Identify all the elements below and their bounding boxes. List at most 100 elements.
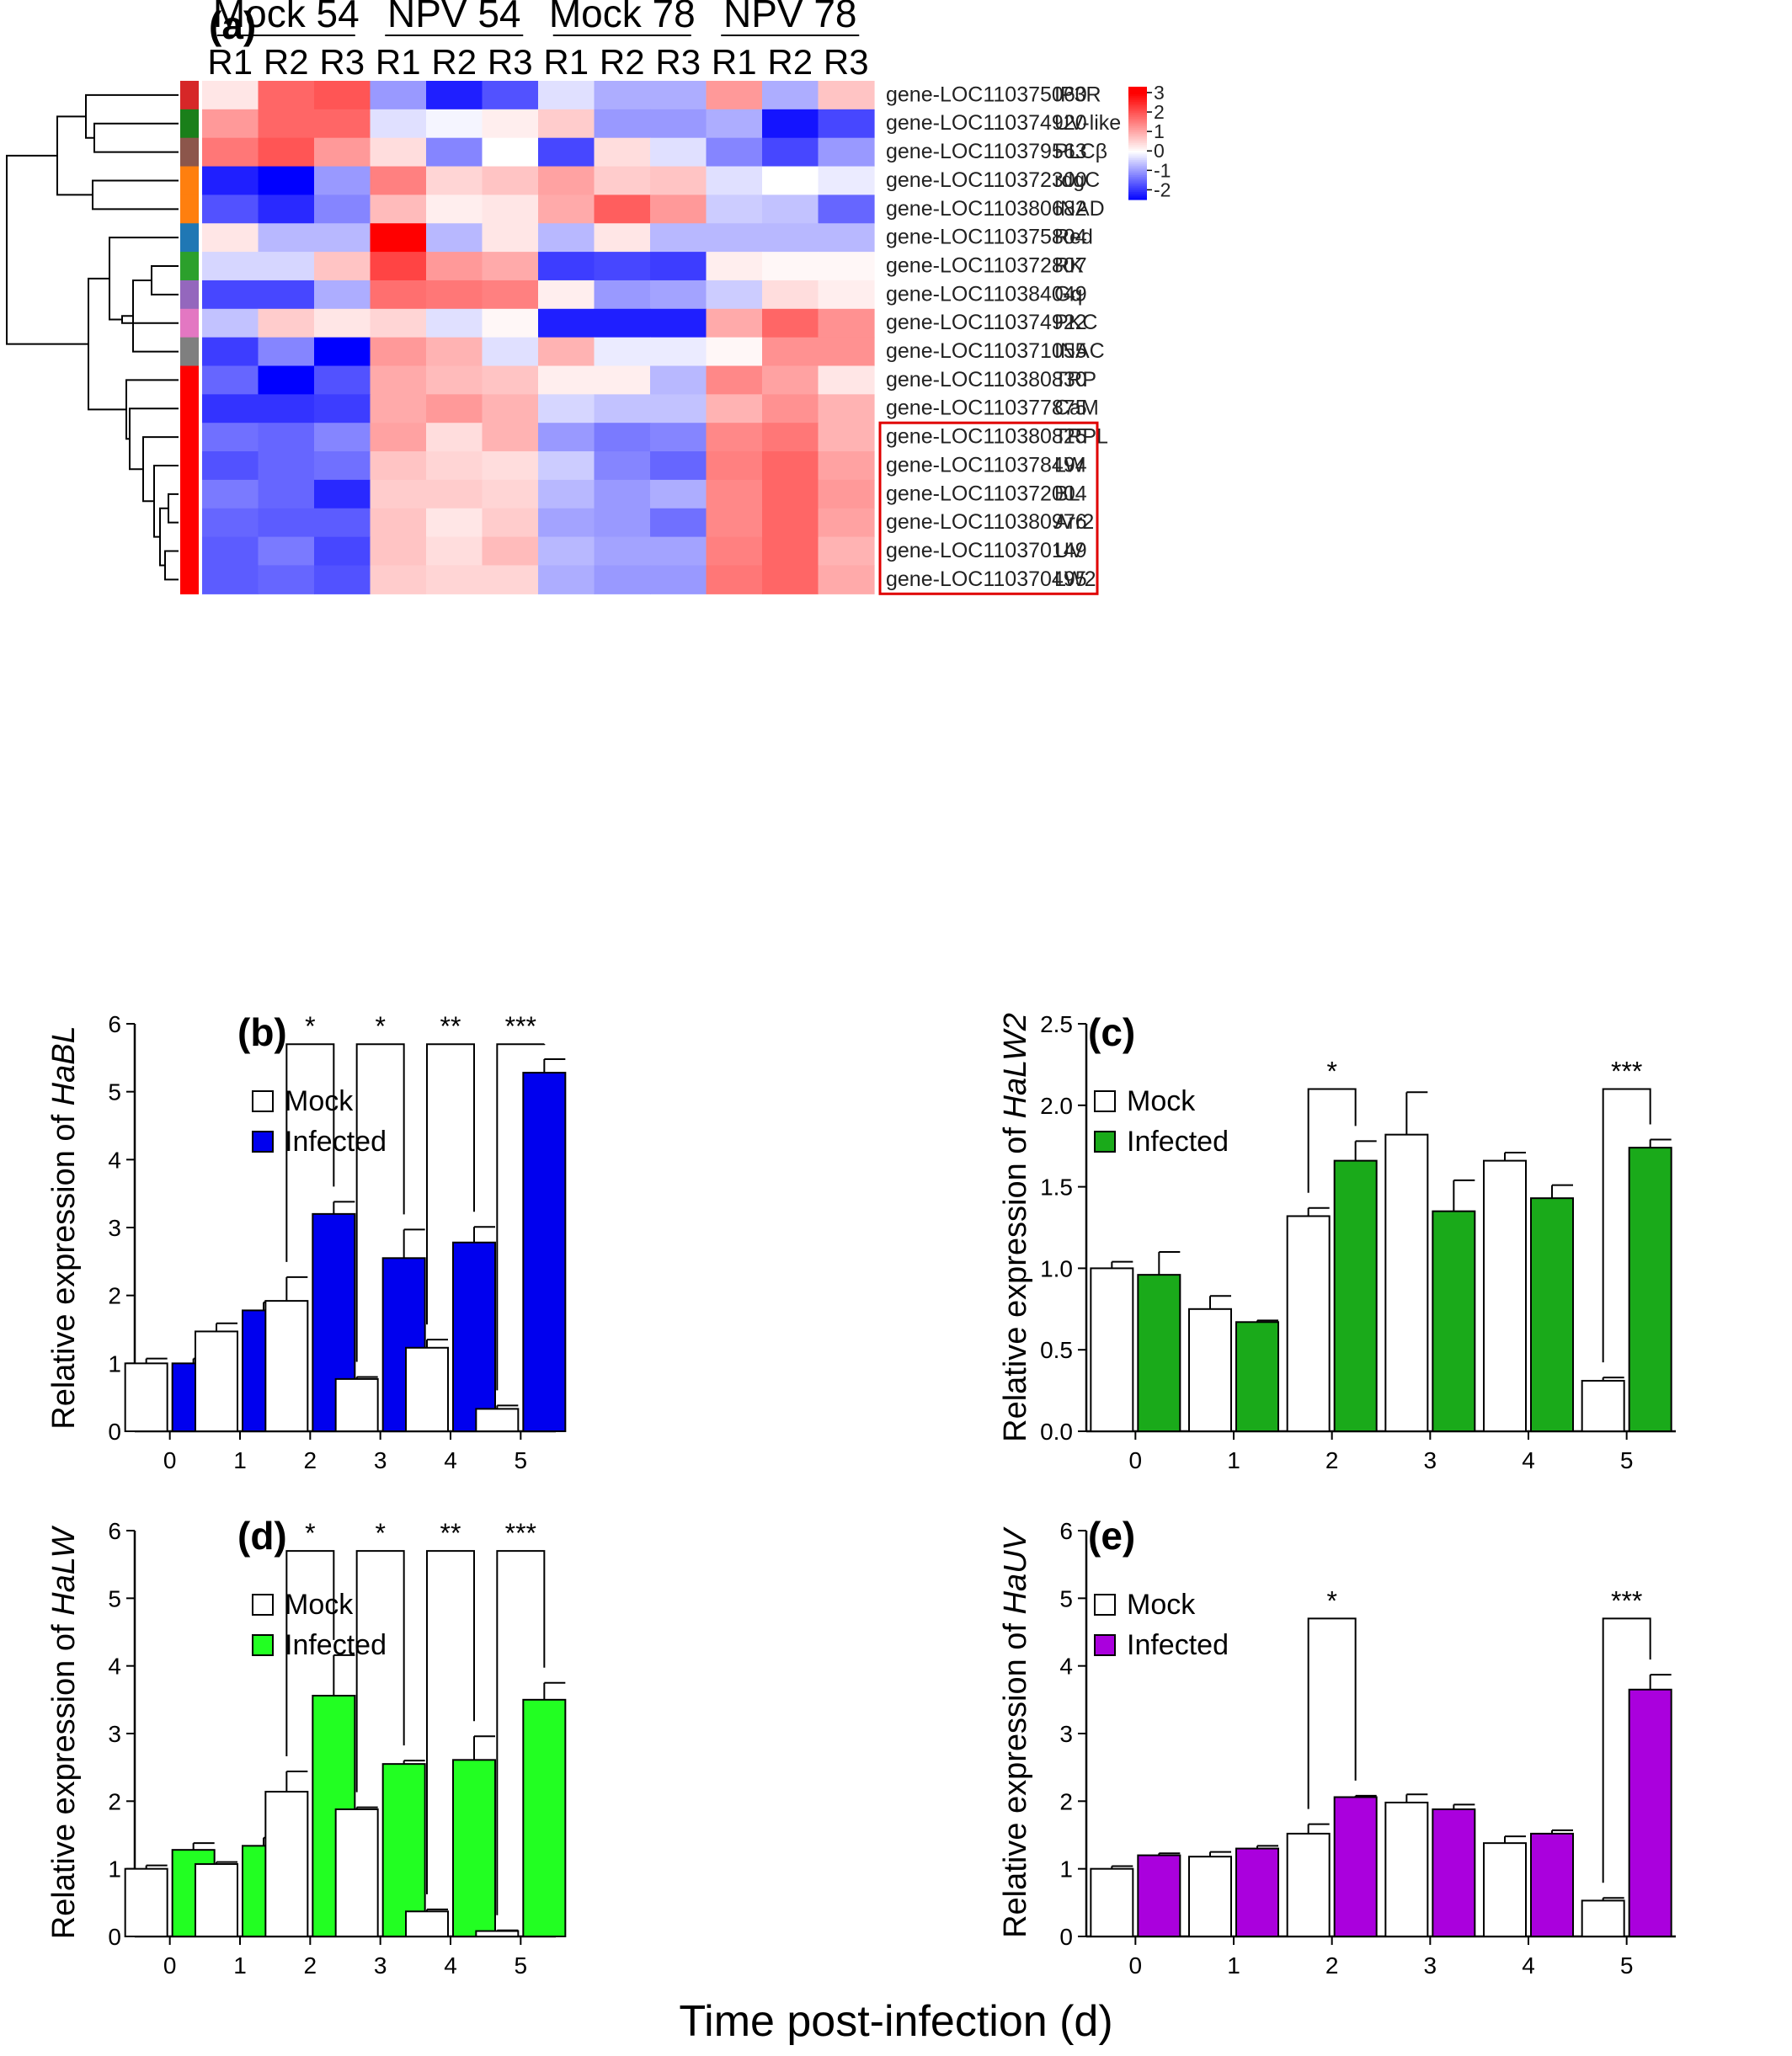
heatmap-cell [202, 223, 259, 253]
legend-label: Mock [1127, 1085, 1196, 1117]
colorbar-segment [1128, 186, 1147, 189]
colorbar-segment [1128, 156, 1147, 159]
bar-chart-e: 0 1 2 3 4 5 6 Relative expression of HaUV 0 1 2 3 4 5… [998, 1514, 1676, 1979]
heatmap-cell [482, 394, 539, 423]
bar [475, 1408, 520, 1433]
heatmap-cell [650, 337, 707, 367]
heatmap-cell [258, 109, 315, 139]
y-tick-label: 0 [108, 1924, 121, 1950]
legend-label: Infected [1127, 1126, 1229, 1158]
colorbar-segment [1128, 173, 1147, 176]
colorbar-tick-label: -2 [1154, 178, 1171, 200]
heatmap-cell [762, 223, 819, 253]
heatmap-cell [594, 81, 651, 110]
heatmap-cell [482, 81, 539, 110]
heatmap-cell [426, 137, 483, 168]
heatmap-cell [594, 337, 651, 367]
bar [1530, 1197, 1574, 1432]
bar [1188, 1856, 1232, 1938]
replicate-header: R3 [824, 42, 869, 82]
bar [452, 1759, 496, 1938]
x-tick-label: 0 [1129, 1952, 1143, 1979]
heatmap-cell [706, 337, 763, 367]
cluster-color-cell [180, 423, 199, 452]
colorbar-segment [1128, 194, 1147, 197]
y-axis-label-gene: HaLW [46, 1526, 82, 1616]
x-tick-label: 3 [374, 1447, 387, 1473]
heatmap-cell [482, 451, 539, 481]
colorbar-segment [1128, 189, 1147, 193]
heatmap-cell [538, 109, 595, 139]
bar [1137, 1854, 1181, 1938]
bar [195, 1330, 238, 1433]
colorbar-segment [1128, 192, 1147, 194]
heatmap-cell [818, 194, 875, 224]
bar [1286, 1215, 1331, 1432]
heatmap-cell [650, 81, 707, 110]
significance-bracket [1307, 1088, 1357, 1193]
colorbar-segment [1128, 163, 1147, 167]
cluster-color-cell [180, 365, 199, 395]
group-header: NPV 78 [723, 0, 857, 35]
heatmap-cell [594, 308, 651, 338]
x-tick-label: 1 [233, 1952, 247, 1979]
group-header: Mock 78 [549, 0, 696, 35]
heatmap-cell [594, 194, 651, 224]
colorbar-segment [1128, 178, 1147, 182]
y-tick-label: 1.0 [1040, 1255, 1073, 1281]
bar [1432, 1210, 1476, 1432]
heatmap-cell [202, 308, 259, 338]
group-header: Mock 54 [213, 0, 360, 35]
heatmap-cell [818, 337, 875, 367]
heatmap-cell [202, 280, 259, 310]
x-tick-label: 4 [1522, 1952, 1535, 1979]
heatmap-cell [370, 81, 427, 110]
heatmap-cell [314, 536, 371, 567]
gene-id-label: gene-LOC110380825 [886, 425, 1087, 449]
heatmap-cell [482, 308, 539, 338]
heatmap-cell [314, 308, 371, 338]
replicate-header: R3 [319, 42, 365, 82]
dendrogram-link [6, 154, 88, 345]
colorbar-segment [1128, 118, 1147, 121]
colorbar-tick-label: 0 [1154, 140, 1165, 162]
bar [1384, 1801, 1429, 1937]
y-axis-label: Relative expression of HaLW2 [998, 1013, 1033, 1442]
heatmap-cell [258, 508, 315, 538]
heatmap-cell [650, 223, 707, 253]
heatmap-cell [818, 394, 875, 423]
heatmap-cell [818, 451, 875, 481]
cluster-color-cell [180, 308, 199, 338]
heatmap-cell [314, 394, 371, 423]
heatmap-cell [314, 223, 371, 253]
legend-label: Mock [285, 1085, 354, 1117]
heatmap-cell [370, 536, 427, 567]
x-tick-label: 0 [163, 1952, 177, 1979]
replicate-header: R3 [488, 42, 533, 82]
heatmap-cell [314, 280, 371, 310]
legend-swatch [252, 1594, 274, 1616]
heatmap-cell [370, 194, 427, 224]
heatmap-cell [370, 423, 427, 452]
colorbar-segment [1128, 184, 1147, 187]
bar [264, 1791, 309, 1937]
heatmap-cell [202, 565, 259, 594]
gene-id-label: gene-LOC110380682 [886, 197, 1087, 221]
heatmap-cell [314, 109, 371, 139]
colorbar-segment [1128, 104, 1147, 106]
colorbar-segment [1128, 124, 1147, 127]
heatmap-cell [482, 365, 539, 395]
gene-id-label: gene-LOC110370495 [886, 567, 1087, 591]
heatmap-cell [650, 536, 707, 567]
heatmap-cell [258, 536, 315, 567]
heatmap-cell [314, 194, 371, 224]
legend-label: Infected [1127, 1629, 1229, 1661]
gene-id-label: gene-LOC110370149 [886, 539, 1087, 562]
significance-bracket [496, 1550, 546, 1915]
y-tick-label: 1 [108, 1856, 121, 1883]
x-tick-label: 4 [444, 1447, 457, 1473]
heatmap-cell [258, 280, 315, 310]
heatmap-cell [202, 451, 259, 481]
colorbar-tick-label: 1 [1154, 120, 1165, 142]
